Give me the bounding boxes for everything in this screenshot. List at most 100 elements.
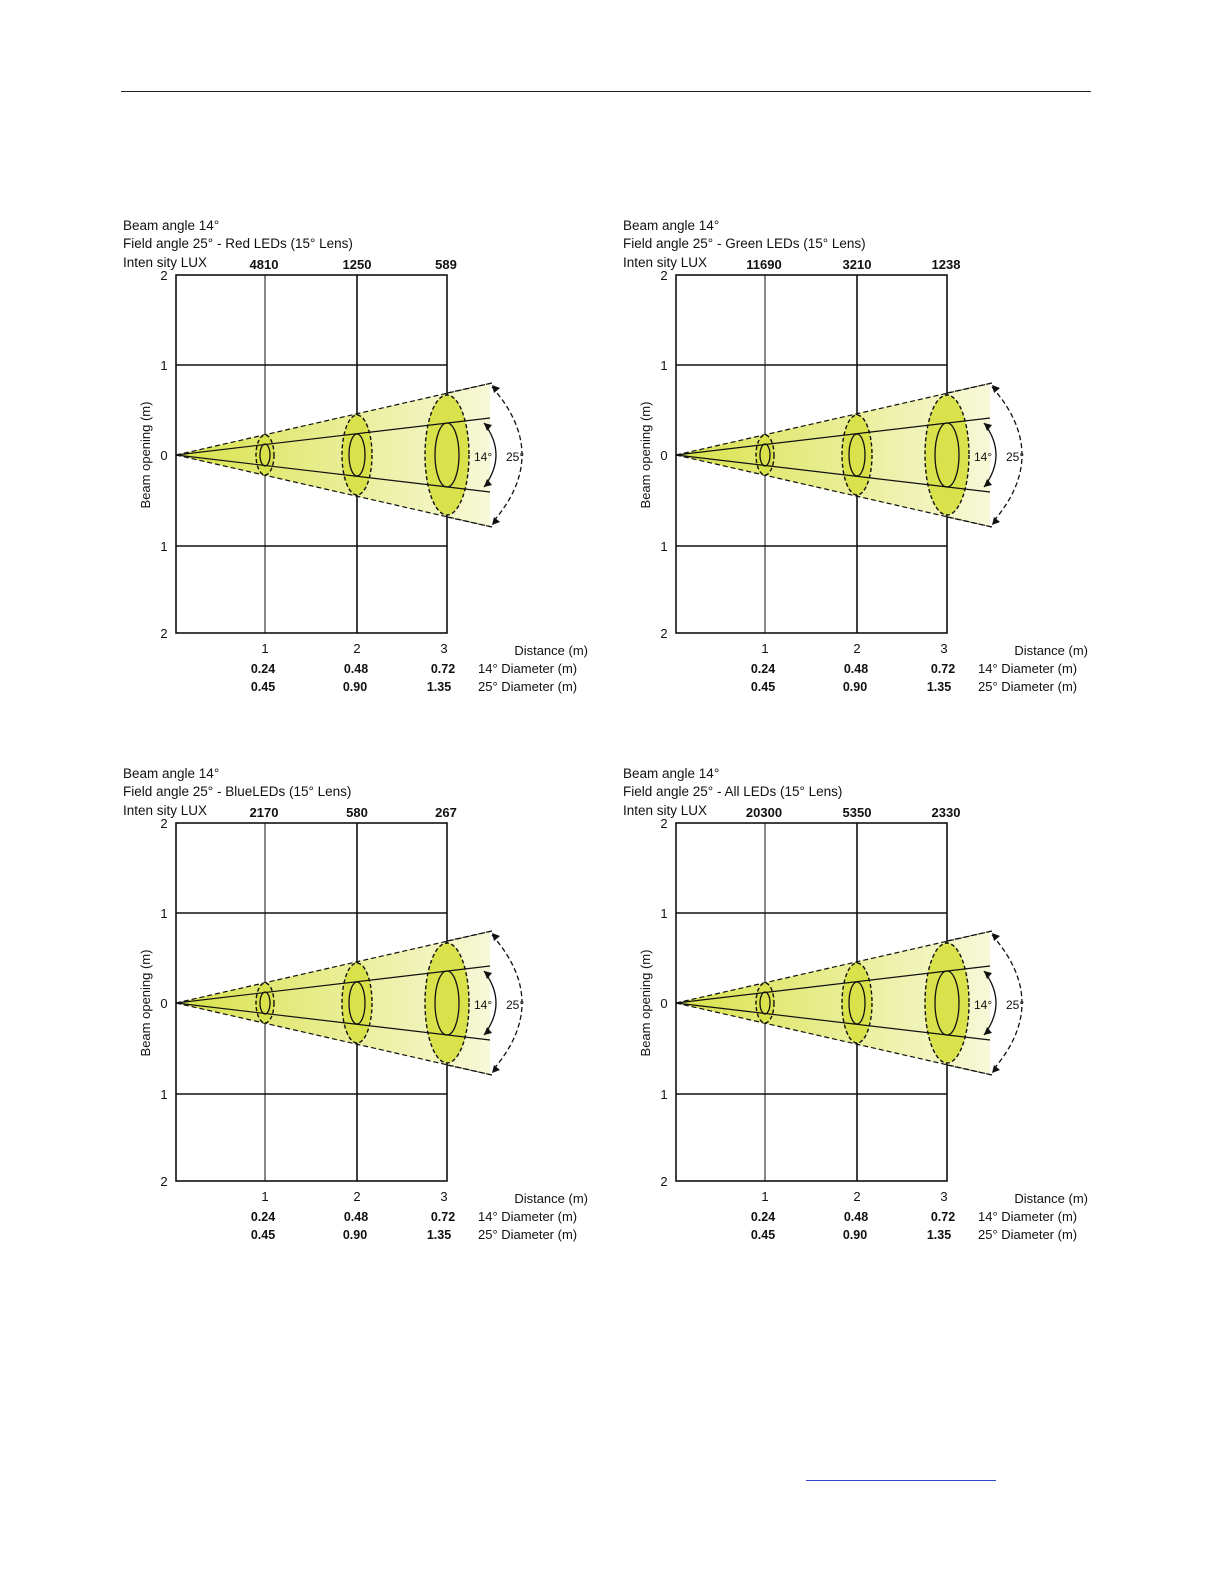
field-arc-arrow-top	[992, 933, 1000, 941]
beam-spot-1m	[259, 443, 271, 467]
diameter25-label: 25° Diameter (m)	[978, 679, 1077, 694]
diameter14-1m: 0.24	[251, 662, 275, 676]
beam-diagram-green: Beam angle 14° Field angle 25° - Green L…	[620, 215, 1110, 715]
distance-label: Distance (m)	[514, 1191, 588, 1206]
field-spot-3m	[424, 394, 470, 516]
beam-spot-2m	[348, 981, 366, 1025]
field-angle-label: 25°	[1006, 998, 1024, 1012]
diameter25-2m: 0.90	[343, 1228, 367, 1242]
lux-value-2m: 580	[346, 805, 368, 820]
y-tick-top-2: 2	[660, 816, 667, 831]
field-arc-arrow-top	[992, 385, 1000, 393]
distance-label: Distance (m)	[1014, 643, 1088, 658]
field-angle-label: 25°	[506, 998, 524, 1012]
beam-edge-top	[675, 417, 991, 456]
beam-angle-title: Beam angle 14°	[623, 766, 719, 781]
diameter14-label: 14° Diameter (m)	[978, 661, 1077, 676]
field-angle-title: Field angle 25° - Green LEDs (15° Lens)	[623, 236, 866, 251]
x-tick-1: 1	[261, 1189, 268, 1204]
intensity-label: Inten sity LUX	[123, 803, 207, 818]
beam-spot-2m	[348, 433, 366, 477]
intensity-label: Inten sity LUX	[623, 255, 707, 270]
diameter14-3m: 0.72	[931, 662, 955, 676]
diameter14-3m: 0.72	[431, 662, 455, 676]
beam-edge-top	[675, 965, 991, 1004]
x-tick-2: 2	[853, 1189, 860, 1204]
beam-arc-arrow-top	[484, 971, 492, 979]
diameter25-2m: 0.90	[843, 680, 867, 694]
y-axis-label: Beam opening (m)	[638, 950, 653, 1057]
y-tick-top-2: 2	[160, 268, 167, 283]
diameter14-1m: 0.24	[751, 1210, 775, 1224]
field-angle-arc	[491, 386, 523, 524]
field-edge-top	[675, 382, 993, 456]
diameter14-2m: 0.48	[844, 1210, 868, 1224]
beam-edge-bottom	[675, 454, 991, 493]
y-tick-top-1: 1	[660, 906, 667, 921]
distance-label: Distance (m)	[1014, 1191, 1088, 1206]
y-tick-bottom-2: 2	[660, 626, 667, 641]
beam-spot-3m	[434, 970, 460, 1036]
field-spot-2m	[841, 962, 873, 1044]
diameter25-1m: 0.45	[751, 680, 775, 694]
footer-link-underline[interactable]	[806, 1480, 996, 1481]
lux-value-2m: 1250	[343, 257, 372, 272]
y-axis-label: Beam opening (m)	[138, 402, 153, 509]
y-tick-bottom-2: 2	[160, 1174, 167, 1189]
x-tick-1: 1	[761, 641, 768, 656]
field-spot-2m	[341, 962, 373, 1044]
field-edge-top	[675, 930, 993, 1004]
beam-spot-3m	[434, 422, 460, 488]
field-arc-arrow-top	[492, 933, 500, 941]
field-spot-3m	[924, 394, 970, 516]
diameter14-3m: 0.72	[931, 1210, 955, 1224]
y-tick-bottom-1: 1	[160, 1087, 167, 1102]
distance-label: Distance (m)	[514, 643, 588, 658]
beam-spot-2m	[848, 433, 866, 477]
diameter14-3m: 0.72	[431, 1210, 455, 1224]
beam-angle-title: Beam angle 14°	[123, 766, 219, 781]
diameter25-2m: 0.90	[843, 1228, 867, 1242]
field-arc-arrow-bottom	[492, 1065, 500, 1073]
x-tick-1: 1	[761, 1189, 768, 1204]
field-spot-1m	[255, 982, 275, 1024]
x-tick-3: 3	[440, 641, 447, 656]
lux-value-1m: 20300	[746, 805, 782, 820]
diameter14-2m: 0.48	[344, 662, 368, 676]
beam-spot-2m	[848, 981, 866, 1025]
field-edge-bottom	[675, 1002, 993, 1076]
beam-angle-label: 14°	[974, 998, 992, 1012]
top-rule	[121, 91, 1091, 92]
field-spot-1m	[755, 434, 775, 476]
field-edge-top	[175, 382, 493, 456]
field-arc-arrow-bottom	[492, 517, 500, 525]
beam-angle-label: 14°	[974, 450, 992, 464]
diameter14-1m: 0.24	[751, 662, 775, 676]
diameter14-2m: 0.48	[344, 1210, 368, 1224]
y-axis-label: Beam opening (m)	[638, 402, 653, 509]
field-cone-fill	[676, 931, 990, 1075]
y-tick-0: 0	[160, 996, 167, 1011]
lux-value-3m: 589	[435, 257, 457, 272]
y-tick-top-2: 2	[660, 268, 667, 283]
beam-arc-arrow-bottom	[484, 479, 492, 487]
y-tick-top-1: 1	[660, 358, 667, 373]
field-spot-2m	[841, 414, 873, 496]
field-cone-fill	[176, 931, 490, 1075]
lux-value-1m: 4810	[250, 257, 279, 272]
beam-arc-arrow-top	[984, 423, 992, 431]
beam-arc-arrow-top	[484, 423, 492, 431]
beam-spot-3m	[934, 970, 960, 1036]
beam-diagram-red: Beam angle 14° Field angle 25° - Red LED…	[120, 215, 610, 715]
lux-value-1m: 11690	[746, 257, 781, 272]
field-cone-fill	[176, 383, 490, 527]
field-spot-3m	[424, 942, 470, 1064]
field-angle-title: Field angle 25° - All LEDs (15° Lens)	[623, 784, 842, 799]
field-spot-3m	[924, 942, 970, 1064]
beam-diagram-all: Beam angle 14° Field angle 25° - All LED…	[620, 763, 1110, 1263]
beam-edge-bottom	[175, 454, 491, 493]
field-arc-arrow-bottom	[992, 517, 1000, 525]
beam-angle-title: Beam angle 14°	[123, 218, 219, 233]
beam-arc-arrow-bottom	[984, 1027, 992, 1035]
x-tick-3: 3	[940, 1189, 947, 1204]
